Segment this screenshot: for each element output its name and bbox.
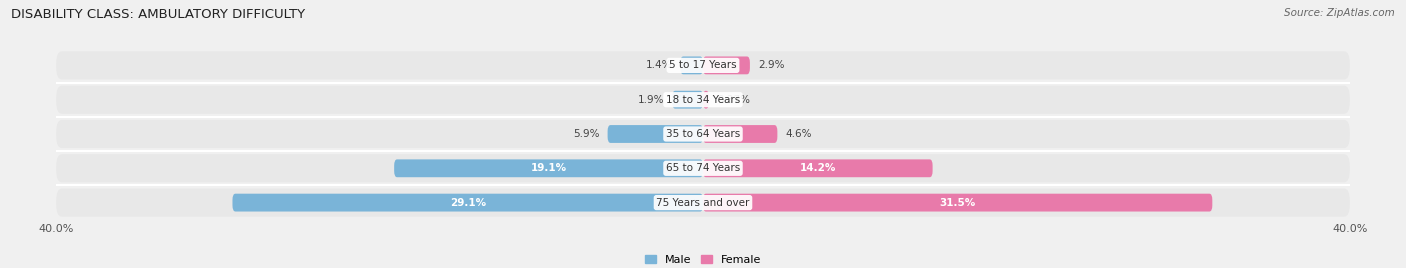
FancyBboxPatch shape (56, 51, 1350, 79)
Text: 4.6%: 4.6% (786, 129, 811, 139)
FancyBboxPatch shape (56, 120, 1350, 148)
Text: 2.9%: 2.9% (758, 60, 785, 70)
Text: 1.9%: 1.9% (638, 95, 664, 105)
Legend: Male, Female: Male, Female (641, 250, 765, 268)
FancyBboxPatch shape (607, 125, 703, 143)
Text: DISABILITY CLASS: AMBULATORY DIFFICULTY: DISABILITY CLASS: AMBULATORY DIFFICULTY (11, 8, 305, 21)
FancyBboxPatch shape (672, 91, 703, 109)
Text: 5.9%: 5.9% (574, 129, 599, 139)
Text: 31.5%: 31.5% (939, 198, 976, 208)
FancyBboxPatch shape (703, 194, 1212, 211)
Text: 19.1%: 19.1% (530, 163, 567, 173)
Text: 1.4%: 1.4% (645, 60, 672, 70)
Text: 75 Years and over: 75 Years and over (657, 198, 749, 208)
Text: 65 to 74 Years: 65 to 74 Years (666, 163, 740, 173)
Text: 35 to 64 Years: 35 to 64 Years (666, 129, 740, 139)
Text: 14.2%: 14.2% (800, 163, 837, 173)
FancyBboxPatch shape (232, 194, 703, 211)
FancyBboxPatch shape (394, 159, 703, 177)
Text: 5 to 17 Years: 5 to 17 Years (669, 60, 737, 70)
Text: 18 to 34 Years: 18 to 34 Years (666, 95, 740, 105)
FancyBboxPatch shape (703, 125, 778, 143)
Text: 29.1%: 29.1% (450, 198, 486, 208)
FancyBboxPatch shape (681, 57, 703, 74)
FancyBboxPatch shape (703, 57, 749, 74)
Text: Source: ZipAtlas.com: Source: ZipAtlas.com (1284, 8, 1395, 18)
FancyBboxPatch shape (56, 189, 1350, 217)
FancyBboxPatch shape (56, 86, 1350, 114)
FancyBboxPatch shape (56, 154, 1350, 182)
FancyBboxPatch shape (703, 91, 709, 109)
FancyBboxPatch shape (703, 159, 932, 177)
Text: 0.37%: 0.37% (717, 95, 749, 105)
